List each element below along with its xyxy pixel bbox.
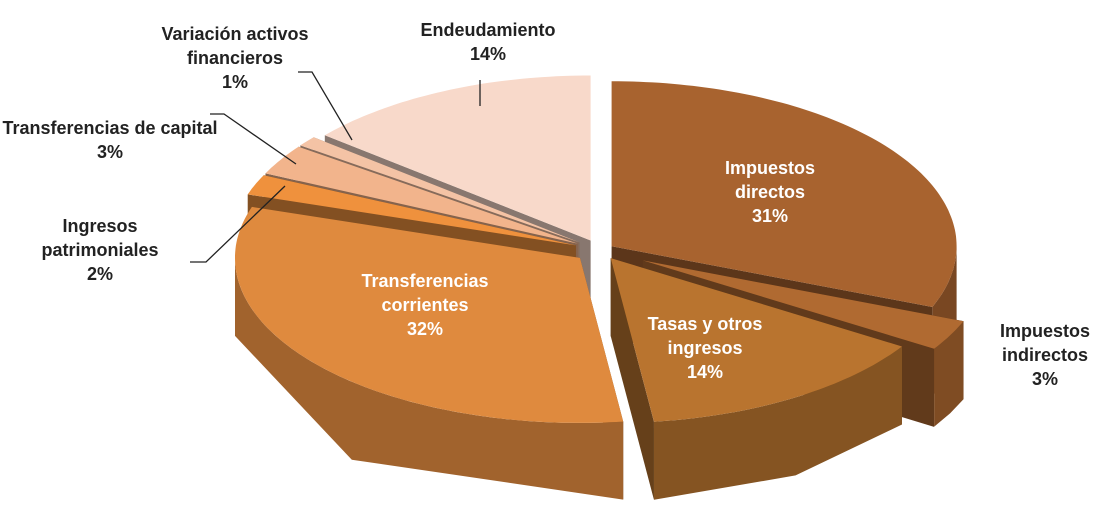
category-label: Variación activos financieros [161,23,309,68]
slice [300,137,580,243]
category-label: Transferencias corrientes [361,270,489,315]
slice [247,175,576,246]
value-label: 3% [1031,369,1058,390]
slice-side [654,346,902,500]
value-label: 31% [751,206,789,227]
value-label: 14% [686,362,724,383]
slice [611,81,957,307]
slice-side [235,257,624,500]
data-label: Transferencias corrientes 32% [330,250,520,360]
slice [610,258,902,422]
slice [235,206,624,423]
label-box: Endeudamiento 14% [393,0,583,97]
category-label: Ingresos patrimoniales [41,215,159,260]
slice-side [934,321,964,427]
label-box: Transferencias corrientes 32% [330,250,520,360]
leader-line [190,185,286,263]
data-label: Impuestos directos 31% [695,137,845,247]
label-box: Ingresos patrimoniales 2% [5,195,195,305]
category-label: Impuestos indirectos [999,320,1091,365]
slice-wall [610,258,654,500]
label-box: Variación activos financieros 1% [130,3,340,113]
leader-line [298,71,353,141]
category-label: Endeudamiento [420,19,556,40]
value-label: 2% [86,264,113,285]
category-label: Transferencias de capital [2,117,218,138]
slice [642,260,964,349]
label-box: Transferencias de capital 3% [0,85,220,195]
slice [324,75,591,241]
value-label: 14% [469,44,507,64]
label-box: Impuestos directos 31% [695,137,845,247]
value-label: 1% [221,72,248,93]
label-box: Impuestos indirectos 3% [980,300,1104,410]
category-label: Impuestos directos [724,157,816,202]
data-label: Endeudamiento 14% [393,0,583,97]
label-box: Tasas y otros ingresos 14% [620,293,790,403]
category-label: Tasas y otros ingresos [647,313,763,358]
data-label: Tasas y otros ingresos 14% [620,293,790,403]
data-label: Variación activos financieros 1% [130,3,340,113]
leader-line [210,113,297,165]
slice [265,146,578,244]
value-label: 32% [406,319,444,340]
data-label: Ingresos patrimoniales 2% [5,195,195,305]
value-label: 3% [96,142,123,162]
data-label: Impuestos indirectos 3% [980,300,1104,410]
data-label: Transferencias de capital 3% [0,85,220,195]
